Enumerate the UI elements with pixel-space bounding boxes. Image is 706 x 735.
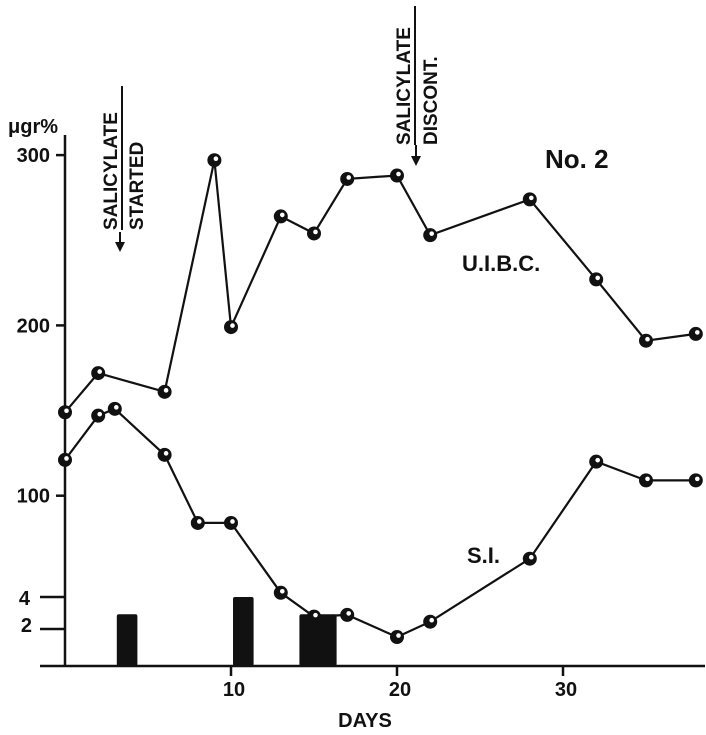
bar-0 [116, 614, 138, 666]
x-tick-label-30: 30 [555, 679, 577, 701]
data-point-highlight [396, 633, 401, 638]
data-point-0-5 [273, 209, 288, 224]
data-point-highlight [396, 171, 401, 177]
data-point-1-11 [522, 551, 537, 566]
data-point-highlight [213, 156, 219, 162]
data-point-highlight [280, 212, 285, 218]
data-point-highlight [197, 519, 202, 524]
series-line-1 [64, 407, 696, 639]
data-point-1-12 [589, 454, 604, 469]
data-point-highlight [114, 405, 119, 410]
y-ticks-main: 100 200 300 [17, 145, 65, 508]
data-point-highlight [313, 229, 318, 235]
bars [116, 597, 337, 666]
data-point-0-2 [157, 384, 172, 399]
data-point-highlight [230, 519, 235, 524]
data-point-1-1 [91, 408, 106, 423]
annotation-discont: SALICYLATE DISCONT. [394, 6, 442, 166]
bar-1 [233, 597, 254, 666]
data-point-0-8 [390, 168, 404, 183]
y-tick-label-300: 300 [17, 145, 50, 167]
data-point-highlight [429, 231, 435, 236]
data-point-0-9 [423, 228, 438, 243]
bar-2 [299, 614, 337, 666]
data-point-highlight [163, 388, 169, 393]
series-layer [58, 153, 703, 645]
x-tick-label-10: 10 [223, 679, 245, 701]
data-point-1-8 [340, 607, 355, 622]
data-point-1-9 [390, 630, 404, 645]
data-point-1-4 [190, 515, 205, 530]
data-point-highlight [595, 275, 600, 281]
panel-label: No. 2 [545, 144, 609, 174]
data-point-highlight [529, 195, 534, 201]
data-point-1-6 [273, 585, 288, 600]
data-point-highlight [163, 451, 169, 456]
data-point-0-11 [589, 272, 604, 287]
data-point-1-3 [157, 447, 172, 462]
data-point-1-7 [307, 609, 321, 624]
annotation-discont-arrowhead [411, 156, 421, 166]
series-label-si: S.I. [467, 543, 500, 568]
data-point-highlight [230, 323, 235, 328]
annotation-discont-line2: DISCONT. [421, 56, 442, 145]
y-tick-label-4: 4 [19, 588, 31, 610]
data-point-1-10 [423, 614, 438, 629]
data-point-highlight [280, 588, 285, 594]
data-point-0-13 [688, 326, 703, 341]
data-point-0-4 [224, 320, 238, 335]
data-point-highlight [645, 476, 650, 482]
data-point-0-12 [639, 333, 653, 348]
data-point-1-5 [224, 515, 238, 530]
data-point-0-6 [307, 226, 321, 241]
data-point-highlight [64, 408, 69, 414]
annotation-started-arrowhead [115, 242, 125, 252]
data-point-0-10 [522, 192, 537, 207]
data-point-0-0 [58, 405, 72, 420]
data-point-1-14 [688, 473, 703, 488]
data-point-highlight [695, 330, 700, 335]
data-point-highlight [429, 617, 435, 623]
data-point-highlight [346, 611, 352, 616]
data-point-highlight [64, 456, 69, 461]
series-line-0 [64, 159, 696, 414]
annotation-started: SALICYLATE STARTED [101, 86, 148, 252]
data-point-1-2 [107, 401, 122, 416]
x-tick-label-20: 20 [389, 679, 411, 701]
y-tick-label-200: 200 [17, 315, 50, 337]
y-tick-label-2: 2 [21, 615, 32, 637]
data-point-1-13 [639, 473, 653, 488]
x-axis-title: DAYS [338, 710, 392, 732]
data-point-0-1 [91, 366, 106, 381]
data-point-highlight [97, 411, 102, 417]
data-point-highlight [97, 369, 102, 374]
data-point-0-7 [340, 171, 355, 186]
y-unit-label: μgr% [8, 116, 58, 138]
series-label-uibc: U.I.B.C. [462, 251, 540, 276]
data-point-highlight [529, 554, 534, 560]
annotation-discont-line1: SALICYLATE [394, 27, 415, 145]
data-point-highlight [313, 612, 318, 618]
data-point-1-0 [58, 452, 72, 467]
annotation-started-line2: STARTED [127, 142, 148, 230]
x-ticks: 10 20 30 [223, 666, 577, 701]
data-point-0-3 [207, 153, 222, 168]
y-tick-label-100: 100 [17, 486, 50, 508]
annotation-started-line1: SALICYLATE [101, 112, 122, 230]
data-point-highlight [695, 476, 700, 482]
data-point-highlight [346, 175, 352, 180]
data-point-highlight [645, 336, 650, 342]
data-point-highlight [595, 457, 600, 463]
